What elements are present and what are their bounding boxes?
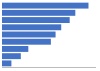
x-axis-line (2, 67, 96, 68)
chart-container (0, 0, 100, 71)
bar (2, 39, 51, 45)
bar (2, 46, 28, 52)
bar (2, 10, 75, 16)
bar (2, 32, 56, 38)
bar (2, 60, 11, 66)
bar (2, 17, 70, 23)
bar (2, 3, 88, 9)
bar (2, 24, 61, 30)
chart (0, 0, 100, 71)
bars (2, 3, 88, 67)
bar (2, 53, 21, 59)
